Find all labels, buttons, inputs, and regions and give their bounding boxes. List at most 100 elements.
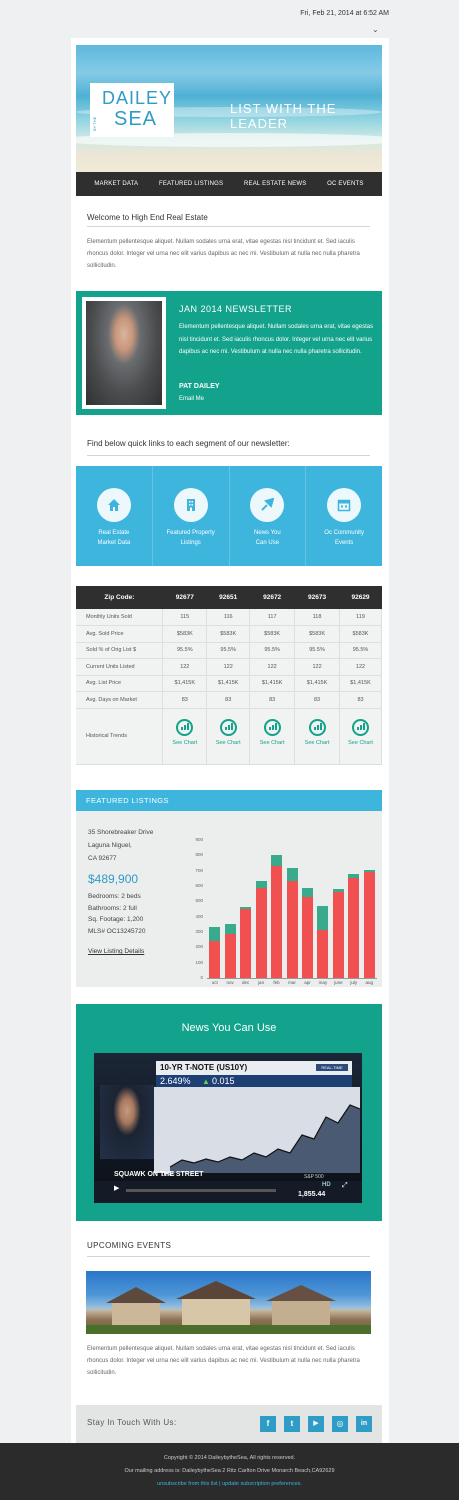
featured-title: FEATURED LISTINGS bbox=[76, 790, 382, 811]
quick-link-featured-listings[interactable]: Featured Property Listings bbox=[153, 466, 230, 566]
table-header-label: Zip Code: bbox=[76, 586, 163, 609]
y-tick-label: 0 bbox=[200, 975, 203, 980]
brand-logo[interactable]: DAILEY BY THE SEA bbox=[90, 83, 174, 137]
chart-bar bbox=[348, 878, 360, 978]
see-chart-link[interactable]: See Chart bbox=[259, 739, 285, 746]
table-cell: $1,415K bbox=[206, 675, 251, 692]
address-line: 35 Shorebreaker Drive bbox=[88, 829, 154, 836]
see-chart-link[interactable]: See Chart bbox=[304, 739, 330, 746]
listing-price-chart: 900 800 700 600 500 400 300 200 100 0 oct nov dec jan… bbox=[191, 834, 381, 994]
quote-value: 2.649% bbox=[160, 1076, 191, 1086]
view-listing-link[interactable]: View Listing Details bbox=[88, 948, 145, 955]
table-cell: 122 bbox=[294, 658, 341, 676]
news-title: News You Can Use bbox=[181, 1022, 277, 1034]
chart-bar bbox=[301, 896, 313, 978]
chevron-down-icon[interactable]: ⌄ bbox=[372, 25, 379, 34]
newsletter-text: Elementum pellentesque aliquet. Nullam s… bbox=[179, 324, 374, 355]
instagram-icon[interactable]: ◎ bbox=[332, 1416, 348, 1432]
bar-chart-icon bbox=[352, 718, 369, 736]
trend-chart-cell[interactable]: See Chart bbox=[339, 708, 382, 765]
chart-bar bbox=[363, 869, 375, 873]
table-row: Avg. Sold Price $583K $583K $583K $583K $583K bbox=[76, 625, 382, 643]
see-chart-link[interactable]: See Chart bbox=[215, 739, 241, 746]
listing-fact: Sq. Footage: 1,200 bbox=[88, 916, 144, 923]
logo-text-bottom: SEA bbox=[114, 108, 158, 130]
top-nav: MARKET DATA FEATURED LISTINGS REAL ESTAT… bbox=[76, 172, 382, 196]
index-name: S&P 500 bbox=[304, 1174, 324, 1180]
x-tick-label: jan bbox=[258, 980, 265, 985]
video-player[interactable]: 10-YR T-NOTE (US10Y) REAL-TIME 2.649% ▲ … bbox=[94, 1053, 362, 1203]
chart-bar bbox=[332, 889, 344, 893]
quick-link-label: Can Use bbox=[255, 540, 280, 546]
see-chart-link[interactable]: See Chart bbox=[172, 739, 198, 746]
email-me-link[interactable]: Email Me bbox=[179, 396, 205, 402]
trend-chart-cell[interactable]: See Chart bbox=[206, 708, 251, 765]
x-tick-label: july bbox=[350, 980, 358, 985]
unsubscribe-link[interactable]: unsubscribe from this list bbox=[157, 1481, 218, 1487]
table-cell: $1,415K bbox=[294, 675, 341, 692]
divider bbox=[87, 455, 370, 456]
ticker-name: 10-YR T-NOTE (US10Y) bbox=[160, 1063, 248, 1072]
trend-chart-cell[interactable]: See Chart bbox=[162, 708, 208, 765]
quick-link-label: News You bbox=[254, 530, 281, 536]
facebook-icon[interactable]: f bbox=[260, 1416, 276, 1432]
table-row: Avg. List Price $1,415K $1,415K $1,415K $1,4… bbox=[76, 675, 382, 692]
table-cell: 83 bbox=[206, 691, 251, 709]
footer: Copyright © 2014 DaileybytheSea, All rig… bbox=[0, 1443, 459, 1500]
chart-bar bbox=[255, 887, 267, 978]
y-tick-label: 800 bbox=[195, 852, 203, 858]
trend-chart-cell[interactable]: See Chart bbox=[249, 708, 296, 765]
table-header-zip: 92651 bbox=[206, 586, 250, 609]
chart-bar bbox=[332, 892, 344, 978]
quick-link-market-data[interactable]: Real Estate Market Data bbox=[76, 466, 153, 566]
x-axis bbox=[207, 978, 377, 979]
divider bbox=[87, 226, 370, 227]
nav-item-oc-events[interactable]: OC EVENTS bbox=[327, 181, 364, 187]
divider bbox=[87, 1256, 370, 1257]
table-header-zip: 92672 bbox=[249, 586, 295, 609]
y-tick-label: 500 bbox=[195, 898, 203, 904]
nav-item-market-data[interactable]: MARKET DATA bbox=[94, 181, 139, 187]
y-tick-label: 600 bbox=[195, 883, 203, 888]
table-cell: 117 bbox=[249, 609, 296, 626]
video-progress-bar[interactable] bbox=[126, 1189, 276, 1192]
table-cell: 95.5% bbox=[339, 642, 382, 659]
fullscreen-icon[interactable]: ⤢ bbox=[342, 1182, 348, 1189]
ticker-bar bbox=[156, 1061, 352, 1075]
chart-bar bbox=[286, 867, 298, 882]
social-label: Stay In Touch With Us: bbox=[87, 1418, 177, 1427]
table-cell: 119 bbox=[339, 609, 382, 626]
quick-link-events[interactable]: Oc Community Events bbox=[306, 466, 382, 566]
houses-illustration bbox=[86, 1281, 371, 1334]
listing-fact: MLS# OC13245720 bbox=[88, 927, 146, 935]
y-tick-label: 900 bbox=[195, 837, 203, 842]
chart-bar bbox=[224, 924, 236, 934]
play-icon[interactable]: ▶ bbox=[114, 1185, 120, 1192]
quick-link-label: Featured Property bbox=[166, 530, 215, 536]
chart-bar bbox=[348, 873, 360, 879]
nav-item-real-estate-news[interactable]: REAL ESTATE NEWS bbox=[243, 181, 307, 187]
update-preferences-link[interactable]: update subscription preferences. bbox=[222, 1481, 302, 1487]
quick-link-news[interactable]: News You Can Use bbox=[230, 466, 307, 566]
trend-chart-cell[interactable]: See Chart bbox=[294, 708, 341, 765]
linkedin-icon[interactable]: in bbox=[356, 1416, 372, 1432]
price-trend-chart bbox=[154, 1087, 360, 1173]
table-row: Sold % of Orig List $95.5% 95.5% 95.5% 95.5… bbox=[76, 642, 382, 659]
listing-price: $489,900 bbox=[88, 872, 139, 886]
twitter-icon[interactable]: t bbox=[284, 1416, 300, 1432]
table-cell: $1,415K bbox=[249, 675, 296, 692]
table-header-row: Zip Code: 92677 92651 92672 92673 92629 bbox=[76, 586, 382, 609]
chart-bar bbox=[224, 933, 236, 978]
x-tick-label: dec bbox=[241, 980, 250, 985]
listing-facts: Bedrooms: 2 beds Bathrooms: 2 full Sq. F… bbox=[88, 891, 145, 937]
logo-text-small: BY THE bbox=[92, 116, 97, 131]
events-text: Elementum pellentesque aliquet. Nullam s… bbox=[87, 1346, 360, 1376]
bar-chart-icon bbox=[219, 718, 237, 736]
newsletter-block: JAN 2014 NEWSLETTER Elementum pellentesq… bbox=[76, 291, 382, 415]
youtube-icon[interactable]: ▶ bbox=[308, 1416, 324, 1432]
hd-badge[interactable]: HD bbox=[322, 1182, 331, 1188]
table-row-label: Sold % of Orig List $ bbox=[76, 642, 164, 659]
see-chart-link[interactable]: See Chart bbox=[348, 739, 373, 746]
events-photo bbox=[86, 1271, 371, 1334]
nav-item-featured-listings[interactable]: FEATURED LISTINGS bbox=[158, 181, 224, 187]
